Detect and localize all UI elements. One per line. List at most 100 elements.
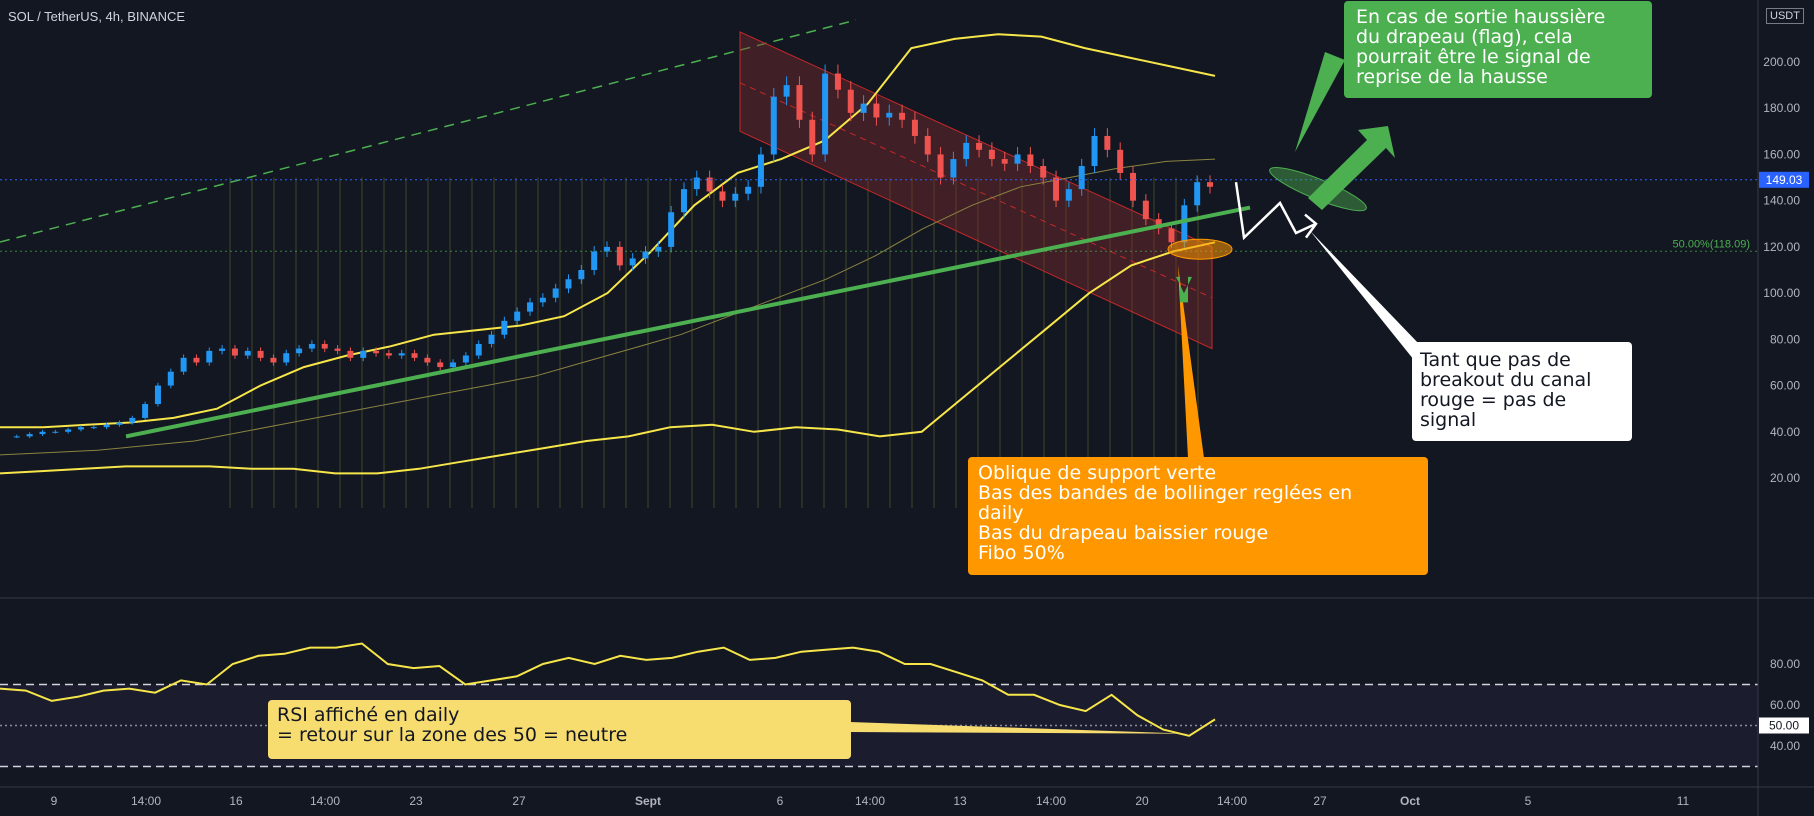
candle-body (52, 431, 59, 433)
candle-body (1207, 182, 1213, 187)
candle-body (834, 73, 841, 90)
dashed-trendline (0, 19, 857, 243)
candle-body (26, 434, 33, 437)
candle-body (1001, 159, 1008, 164)
bullish-arrow-icon (1308, 126, 1395, 210)
candle-body (796, 85, 803, 120)
candle-body (116, 422, 123, 425)
candle-body (501, 320, 508, 335)
green-callout-pointer (1295, 52, 1345, 152)
candle-body (270, 357, 277, 363)
candle-body (334, 348, 341, 351)
channel-midline (739, 82, 1213, 299)
rsi-value-label: 50.00 (1769, 719, 1799, 733)
candle-body (167, 371, 174, 386)
candle-body (847, 89, 854, 113)
candle-body (1104, 135, 1111, 150)
candle-body (745, 186, 752, 194)
candle-body (475, 343, 482, 356)
candle-body (244, 350, 251, 356)
candle-body (616, 246, 623, 266)
support-touch-highlight (1167, 238, 1233, 260)
candle-body (39, 431, 46, 435)
support-trendline (125, 205, 1251, 439)
candle-body (450, 362, 457, 368)
candle-body (1117, 149, 1124, 173)
time-tick-label: 14:00 (310, 794, 340, 808)
candle-body (65, 429, 72, 432)
candle-body (360, 350, 367, 358)
candle-body (860, 103, 867, 113)
candle-body (565, 279, 572, 289)
price-tick-label: 80.00 (1770, 332, 1800, 346)
candle-body (1155, 219, 1162, 229)
time-tick-label: Oct (1400, 794, 1420, 808)
rsi-value-tag (1759, 717, 1809, 734)
rsi-tick-label: 40.00 (1770, 739, 1800, 753)
candle-body (411, 353, 418, 358)
candle-body (283, 353, 290, 363)
candle-body (1091, 135, 1098, 166)
candle-body (1065, 189, 1072, 201)
moving-average (0, 158, 1216, 456)
candle-body (257, 350, 264, 358)
candle-body (424, 357, 431, 363)
price-tick-label: 160.00 (1763, 147, 1800, 161)
candle-body (398, 353, 405, 356)
projection-path (1234, 181, 1317, 241)
price-tick-label: 20.00 (1770, 471, 1800, 485)
time-axis: 9 14:00 16 14:00 23 27 Sept 6 14:00 13 14:00 20 14:0… (0, 786, 1814, 808)
time-tick-label: 5 (1525, 794, 1532, 808)
time-tick-label: 14:00 (1036, 794, 1066, 808)
candle-body (462, 355, 469, 363)
candle-body (719, 191, 726, 201)
time-tick-label: 9 (51, 794, 58, 808)
candle-body (514, 311, 521, 321)
currency-badge[interactable]: USDT (1766, 8, 1804, 24)
candle-body (1194, 182, 1201, 206)
symbol-title: SOL / TetherUS, 4h, BINANCE (8, 9, 186, 24)
candle-body (770, 96, 777, 155)
white-callout-pointer (1310, 230, 1420, 360)
candle-body (373, 350, 380, 354)
support-confluence-callout: Oblique de support verte Bas des bandes … (968, 457, 1428, 575)
orange-callout-pointer (1178, 265, 1204, 458)
candle-body (308, 343, 315, 349)
time-tick-label: 23 (409, 794, 423, 808)
time-tick-label: 27 (512, 794, 526, 808)
candle-body (706, 177, 713, 192)
rsi-callout: RSI affiché en daily = retour sur la zon… (268, 700, 851, 759)
time-tick-label: 14:00 (1217, 794, 1247, 808)
candle-body (873, 103, 880, 118)
candle-body (90, 427, 97, 429)
candle-body (13, 436, 20, 438)
time-tick-label: 16 (229, 794, 243, 808)
candle-body (963, 142, 970, 160)
bollinger-upper-band (0, 33, 1216, 429)
candle-body (231, 348, 238, 356)
candle-body (347, 350, 354, 358)
candle-body (180, 357, 187, 372)
candle-body (1130, 172, 1137, 201)
time-tick-label: 13 (953, 794, 967, 808)
last-price-label: 149.03 (1766, 173, 1803, 187)
rsi-callout-pointer (850, 722, 1190, 734)
bear-flag-channel (739, 31, 1213, 350)
candle-body (1053, 177, 1060, 201)
candle-body (1142, 200, 1149, 220)
candle-body (142, 404, 149, 418)
candle-body (437, 362, 444, 368)
candle-body (154, 385, 161, 405)
rsi-tick-label: 80.00 (1770, 657, 1800, 671)
rsi-tick-label: 60.00 (1770, 698, 1800, 712)
candle-body (578, 270, 585, 280)
candle-body (732, 193, 739, 201)
candle-body (1078, 166, 1085, 190)
candle-body (680, 189, 687, 213)
candle-body (1014, 154, 1021, 164)
price-tick-label: 120.00 (1763, 240, 1800, 254)
candle-body (668, 212, 675, 247)
candle-body (488, 334, 495, 344)
candle-body (783, 85, 790, 97)
